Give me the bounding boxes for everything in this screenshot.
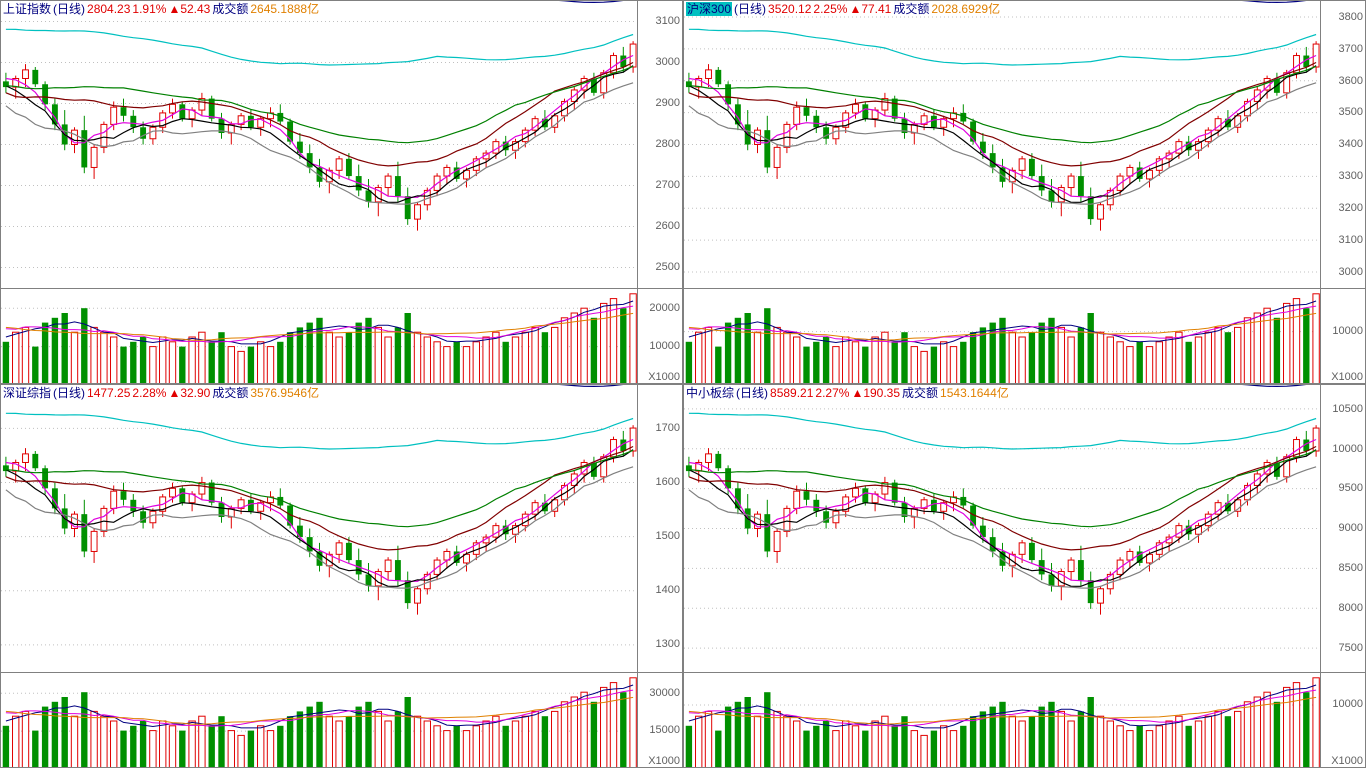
volume-value: 3576.9546亿: [250, 386, 319, 400]
volume-chart[interactable]: 10000 X1000: [684, 289, 1365, 385]
multi-chart-grid: 上证指数(日线)2804.231.91%▲52.43成交额2645.1888亿3…: [0, 0, 1366, 768]
pct-change: 2.25%: [813, 2, 847, 16]
y-tick-label: 8000: [1339, 602, 1363, 614]
y-tick-label: 9500: [1339, 482, 1363, 494]
volume-label: 成交额: [893, 2, 929, 16]
y-tick-label: 3300: [1339, 170, 1363, 182]
y-tick-label: 3600: [1339, 75, 1363, 87]
y-tick-label: 7500: [1339, 642, 1363, 654]
chart-title-row: 上证指数(日线)2804.231.91%▲52.43成交额2645.1888亿: [3, 2, 321, 16]
volume-y-axis: 10000: [1320, 673, 1365, 768]
price-chart[interactable]: 3100 3000 2900 2800 2700 2600 2500: [1, 1, 682, 289]
y-tick-label: 8500: [1339, 562, 1363, 574]
price-chart[interactable]: 10500 10000 9500 9000 8500 8000 7500: [684, 385, 1365, 673]
period-label: (日线): [53, 2, 85, 16]
last-price: 2804.23: [87, 2, 130, 16]
volume-y-axis: 30000 15000: [637, 673, 682, 768]
period-label: (日线): [736, 386, 768, 400]
abs-change: ▲52.43: [168, 2, 210, 16]
chart-panel-sse[interactable]: 上证指数(日线)2804.231.91%▲52.43成交额2645.1888亿 3…: [0, 0, 683, 384]
pct-change: 2.27%: [815, 386, 849, 400]
price-y-axis: 1700 1600 1500 1400 1300: [637, 385, 682, 672]
vol-tick-label: 15000: [649, 724, 680, 736]
volume-unit-label: X1000: [648, 755, 680, 767]
chart-panel-szse[interactable]: 深证综指(日线)1477.252.28%▲32.90成交额3576.9546亿1…: [0, 384, 683, 768]
y-tick-label: 3500: [1339, 106, 1363, 118]
y-tick-label: 3100: [1339, 234, 1363, 246]
y-tick-label: 1600: [656, 476, 680, 488]
y-tick-label: 1700: [656, 422, 680, 434]
price-y-axis: 3100 3000 2900 2800 2700 2600 2500: [637, 1, 682, 288]
price-chart[interactable]: 3800 3700 3600 3500 3400 3300 3200 3100 3000: [684, 1, 1365, 289]
vol-tick-label: 10000: [1332, 325, 1363, 337]
y-tick-label: 3700: [1339, 43, 1363, 55]
volume-value: 2645.1888亿: [250, 2, 319, 16]
volume-chart[interactable]: 30000 15000 X1000: [1, 673, 682, 768]
volume-value: 2028.6929亿: [931, 2, 1000, 16]
volume-y-axis: 10000: [1320, 289, 1365, 385]
index-name: 沪深300: [686, 2, 732, 16]
volume-chart[interactable]: 10000 X1000: [684, 673, 1365, 768]
price-chart[interactable]: 1700 1600 1500 1400 1300: [1, 385, 682, 673]
pct-change: 1.91%: [132, 2, 166, 16]
vol-tick-label: 10000: [649, 340, 680, 352]
vol-tick-label: 10000: [1332, 698, 1363, 710]
index-name: 上证指数: [3, 2, 51, 16]
price-y-axis: 3800 3700 3600 3500 3400 3300 3200 3100 3000: [1320, 1, 1365, 288]
index-name: 中小板综: [686, 386, 734, 400]
volume-value: 1543.1644亿: [940, 386, 1009, 400]
period-label: (日线): [734, 2, 766, 16]
y-tick-label: 3100: [656, 15, 680, 27]
y-tick-label: 3400: [1339, 138, 1363, 150]
chart-panel-sme[interactable]: 中小板综(日线)8589.212.27%▲190.35成交额1543.1644亿…: [683, 384, 1366, 768]
volume-unit-label: X1000: [1331, 755, 1363, 767]
volume-unit-label: X1000: [1331, 371, 1363, 383]
y-tick-label: 1500: [656, 530, 680, 542]
y-tick-label: 1300: [656, 638, 680, 650]
volume-y-axis: 20000 10000: [637, 289, 682, 385]
y-tick-label: 9000: [1339, 522, 1363, 534]
index-name: 深证综指: [3, 386, 51, 400]
volume-label: 成交额: [212, 386, 248, 400]
volume-label: 成交额: [212, 2, 248, 16]
y-tick-label: 10500: [1332, 403, 1363, 415]
y-tick-label: 3200: [1339, 202, 1363, 214]
y-tick-label: 3800: [1339, 11, 1363, 23]
period-label: (日线): [53, 386, 85, 400]
volume-label: 成交额: [902, 386, 938, 400]
chart-panel-csi300[interactable]: 沪深300(日线)3520.122.25%▲77.41成交额2028.6929亿…: [683, 0, 1366, 384]
abs-change: ▲190.35: [851, 386, 900, 400]
y-tick-label: 3000: [656, 56, 680, 68]
volume-chart[interactable]: 20000 10000 X1000: [1, 289, 682, 385]
last-price: 3520.12: [768, 2, 811, 16]
volume-unit-label: X1000: [648, 371, 680, 383]
vol-tick-label: 30000: [649, 687, 680, 699]
y-tick-label: 10000: [1332, 443, 1363, 455]
price-y-axis: 10500 10000 9500 9000 8500 8000 7500: [1320, 385, 1365, 672]
y-tick-label: 2700: [656, 179, 680, 191]
last-price: 8589.21: [770, 386, 813, 400]
y-tick-label: 2900: [656, 97, 680, 109]
vol-tick-label: 20000: [649, 302, 680, 314]
y-tick-label: 2600: [656, 220, 680, 232]
chart-title-row: 沪深300(日线)3520.122.25%▲77.41成交额2028.6929亿: [686, 2, 1002, 16]
abs-change: ▲77.41: [849, 2, 891, 16]
y-tick-label: 2500: [656, 261, 680, 273]
pct-change: 2.28%: [132, 386, 166, 400]
chart-title-row: 中小板综(日线)8589.212.27%▲190.35成交额1543.1644亿: [686, 386, 1011, 400]
chart-title-row: 深证综指(日线)1477.252.28%▲32.90成交额3576.9546亿: [3, 386, 321, 400]
abs-change: ▲32.90: [168, 386, 210, 400]
y-tick-label: 1400: [656, 584, 680, 596]
y-tick-label: 2800: [656, 138, 680, 150]
y-tick-label: 3000: [1339, 266, 1363, 278]
last-price: 1477.25: [87, 386, 130, 400]
